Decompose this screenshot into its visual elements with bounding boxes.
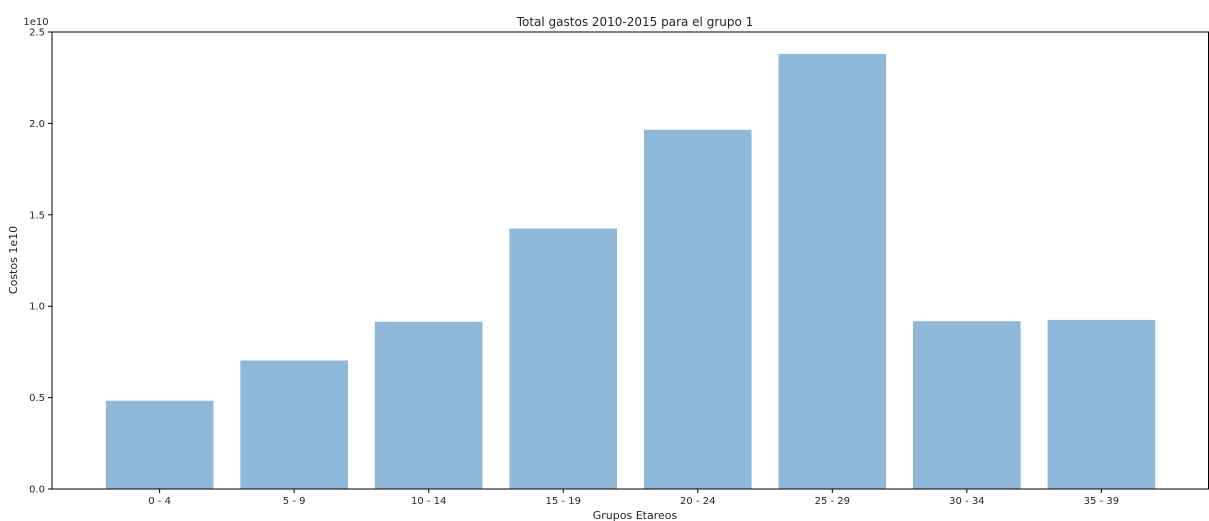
- y-tick-label: 2.5: [29, 28, 45, 39]
- bar-5: [778, 53, 887, 489]
- y-offset-label: 1e10: [23, 17, 48, 28]
- bar-4: [643, 129, 752, 489]
- x-tick-label: 0 - 4: [148, 496, 171, 507]
- bar-2: [374, 321, 483, 489]
- x-axis-title: Grupos Etareos: [593, 509, 678, 521]
- x-tick-label: 15 - 19: [546, 496, 581, 507]
- y-tick-label: 0.5: [29, 393, 45, 404]
- bars-group: [105, 53, 1156, 489]
- y-tick-label: 2.0: [29, 119, 45, 130]
- y-tick-label: 0.0: [29, 485, 45, 496]
- bar-3: [509, 228, 618, 489]
- axes-group: [51, 31, 1209, 490]
- y-ticks-group: 0.0 0.5 1.0 1.5 2.0 2.5: [29, 28, 52, 496]
- bar-1: [240, 360, 348, 489]
- chart-title: Total gastos 2010-2015 para el grupo 1: [516, 15, 754, 29]
- x-tick-label: 5 - 9: [283, 496, 306, 507]
- y-axis-title: Costos 1e10: [7, 226, 20, 294]
- x-tick-label: 25 - 29: [815, 496, 850, 507]
- x-tick-label: 20 - 24: [680, 496, 715, 507]
- plot-frame: [51, 31, 1209, 490]
- bar-6: [913, 321, 1021, 489]
- bar-7: [1047, 319, 1156, 489]
- x-tick-label: 10 - 14: [411, 496, 446, 507]
- x-tick-label: 35 - 39: [1084, 496, 1119, 507]
- x-ticks-group: 0 - 4 5 - 9 10 - 14 15 - 19 20 - 24 25 - 29 30…: [148, 489, 1119, 507]
- x-tick-label: 30 - 34: [949, 496, 984, 507]
- bar-0: [105, 400, 214, 489]
- y-tick-label: 1.0: [29, 302, 45, 313]
- y-tick-label: 1.5: [29, 210, 45, 221]
